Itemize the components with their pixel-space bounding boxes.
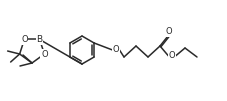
Text: B: B (36, 35, 42, 44)
Text: O: O (41, 49, 47, 58)
Text: O: O (21, 35, 27, 44)
Text: O: O (165, 27, 172, 36)
Text: O: O (168, 52, 175, 60)
Text: O: O (112, 45, 119, 55)
